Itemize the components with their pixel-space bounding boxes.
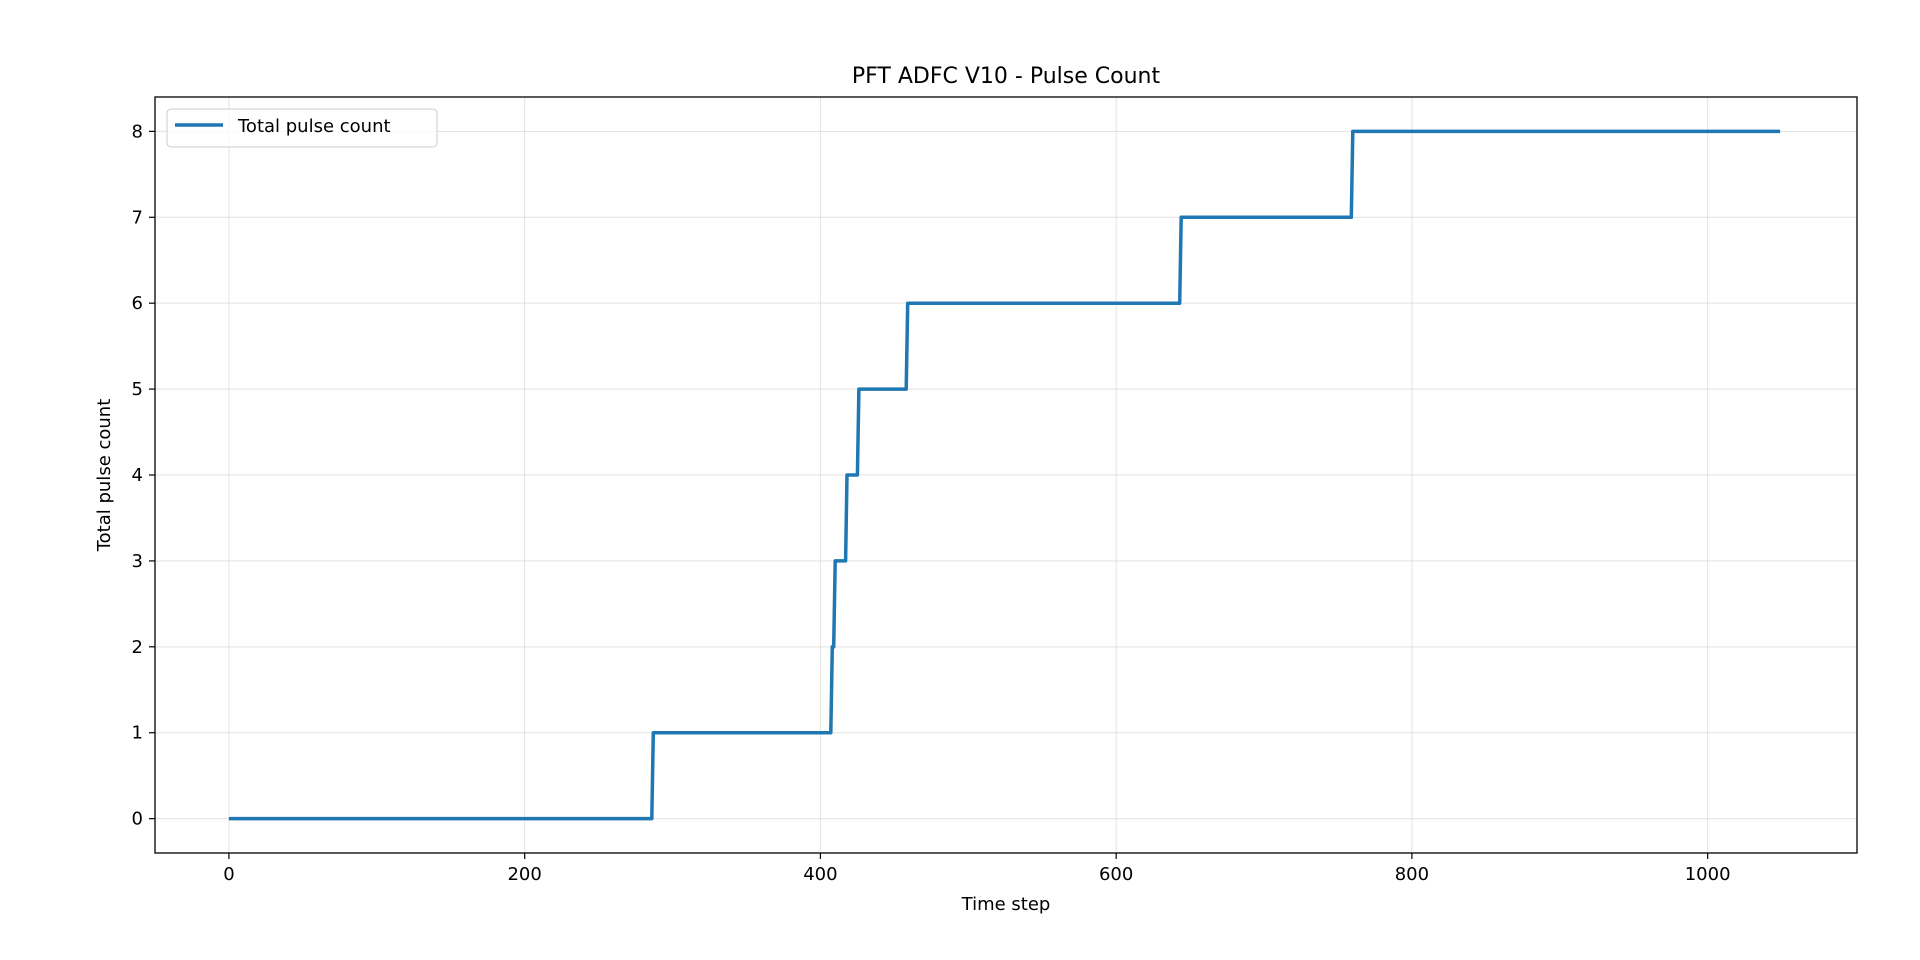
- y-tick-label: 4: [132, 465, 143, 486]
- legend-box: [166, 108, 438, 148]
- legend: Total pulse count: [166, 108, 438, 148]
- y-tick-label: 6: [132, 293, 143, 314]
- x-tick-label: 1000: [1685, 864, 1731, 885]
- y-axis-ticks: 0 1 2 3 4 5 6 7 8: [132, 121, 155, 830]
- x-tick-label: 800: [1395, 864, 1429, 885]
- y-axis-label: Total pulse count: [94, 399, 115, 553]
- x-tick-label: 0: [223, 864, 234, 885]
- y-tick-label: 3: [132, 551, 143, 572]
- x-axis-ticks: 0 200 400 600 800 1000: [223, 853, 1731, 885]
- pulse-count-line: [228, 129, 1781, 821]
- x-tick-label: 200: [507, 864, 541, 885]
- y-tick-label: 5: [132, 379, 143, 400]
- y-tick-label: 1: [132, 723, 143, 744]
- y-tick-label: 7: [132, 207, 143, 228]
- y-tick-label: 0: [132, 809, 143, 830]
- series-layer: [228, 129, 1781, 821]
- x-tick-label: 600: [1099, 864, 1133, 885]
- x-axis-label: Time step: [961, 894, 1051, 915]
- y-tick-label: 2: [132, 637, 143, 658]
- chart-title: PFT ADFC V10 - Pulse Count: [852, 64, 1161, 89]
- grid: [155, 97, 1857, 853]
- y-tick-label: 8: [132, 121, 143, 142]
- legend-label: Total pulse count: [237, 116, 391, 137]
- x-tick-label: 400: [803, 864, 837, 885]
